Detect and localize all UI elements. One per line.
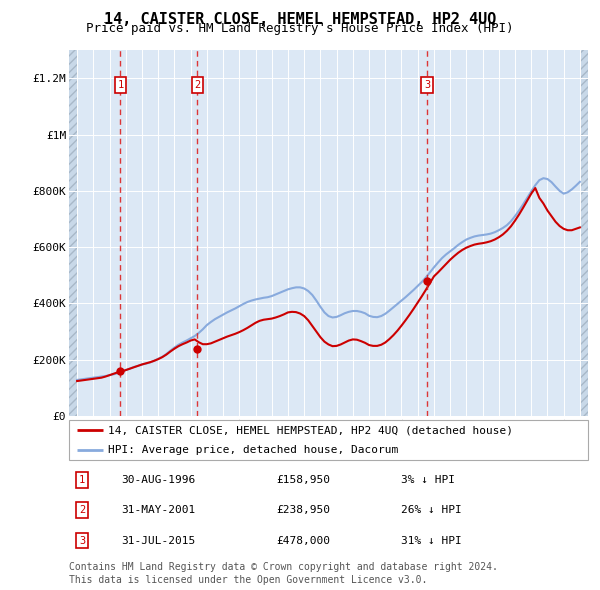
Text: 3: 3 — [424, 80, 430, 90]
Text: 31-JUL-2015: 31-JUL-2015 — [121, 536, 195, 546]
Text: 26% ↓ HPI: 26% ↓ HPI — [401, 506, 462, 515]
Text: 3% ↓ HPI: 3% ↓ HPI — [401, 475, 455, 485]
Text: 14, CAISTER CLOSE, HEMEL HEMPSTEAD, HP2 4UQ (detached house): 14, CAISTER CLOSE, HEMEL HEMPSTEAD, HP2 … — [108, 425, 513, 435]
Text: 30-AUG-1996: 30-AUG-1996 — [121, 475, 195, 485]
Text: £478,000: £478,000 — [277, 536, 331, 546]
Text: Price paid vs. HM Land Registry's House Price Index (HPI): Price paid vs. HM Land Registry's House … — [86, 22, 514, 35]
Bar — [580, 50, 588, 416]
Text: HPI: Average price, detached house, Dacorum: HPI: Average price, detached house, Daco… — [108, 445, 398, 455]
FancyBboxPatch shape — [69, 420, 588, 460]
Text: 31-MAY-2001: 31-MAY-2001 — [121, 506, 195, 515]
Text: 2: 2 — [194, 80, 200, 90]
Text: 3: 3 — [79, 536, 85, 546]
Bar — [580, 50, 588, 416]
Text: 1: 1 — [79, 475, 85, 485]
Text: 14, CAISTER CLOSE, HEMEL HEMPSTEAD, HP2 4UQ: 14, CAISTER CLOSE, HEMEL HEMPSTEAD, HP2 … — [104, 12, 496, 27]
Text: £238,950: £238,950 — [277, 506, 331, 515]
Text: £158,950: £158,950 — [277, 475, 331, 485]
Text: 31% ↓ HPI: 31% ↓ HPI — [401, 536, 462, 546]
Bar — [69, 50, 77, 416]
Bar — [69, 50, 77, 416]
Text: 2: 2 — [79, 506, 85, 515]
Text: Contains HM Land Registry data © Crown copyright and database right 2024.
This d: Contains HM Land Registry data © Crown c… — [69, 562, 498, 585]
Text: 1: 1 — [117, 80, 124, 90]
